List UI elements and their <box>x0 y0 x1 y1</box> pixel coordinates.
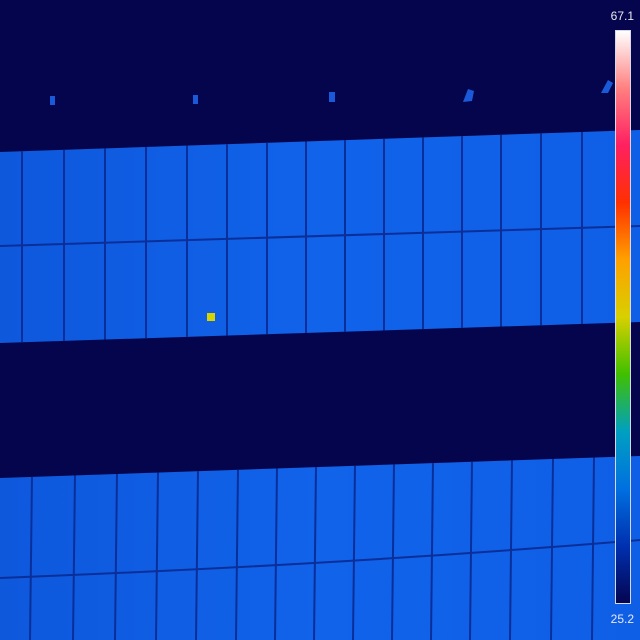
hotspot-marker <box>207 313 215 321</box>
solar-panel-row-top <box>0 130 640 343</box>
roof-fixture <box>50 96 55 105</box>
solar-panel-row-bottom <box>0 456 640 640</box>
scale-max-label: 67.1 <box>610 9 634 23</box>
roof-fixture <box>329 92 335 102</box>
scale-min-label: 25.2 <box>610 612 634 626</box>
roof-fixture <box>463 89 474 102</box>
roof-fixture <box>193 95 198 104</box>
temperature-colorbar <box>615 30 631 604</box>
roof-fixture <box>601 80 613 93</box>
roof-fixtures <box>50 80 613 105</box>
